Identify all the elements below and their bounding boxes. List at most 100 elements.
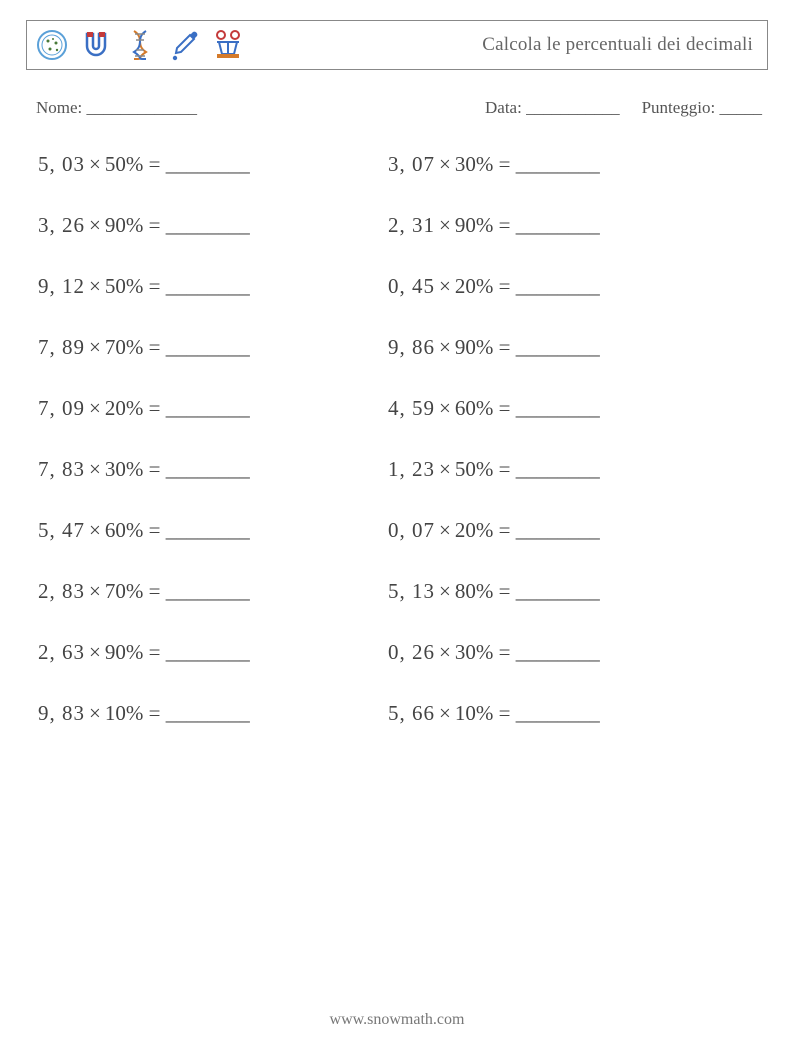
problem-decimal: 5, 13 (388, 579, 435, 603)
equals-sign: = (493, 457, 515, 481)
equals-sign: = (493, 335, 515, 359)
equals-sign: = (143, 640, 165, 664)
header-box: Calcola le percentuali dei decimali (26, 20, 768, 70)
problems-column-right: 3, 07 × 30% = ________ 2, 31 × 90% = ____… (388, 152, 738, 726)
multiply-symbol: × (85, 335, 105, 360)
answer-blank[interactable]: ________ (516, 518, 600, 542)
equals-sign: = (143, 457, 165, 481)
equals-sign: = (493, 701, 515, 725)
problem-row: 5, 66 × 10% = ________ (388, 701, 738, 726)
problem-decimal: 3, 07 (388, 152, 435, 176)
problem-row: 0, 45 × 20% = ________ (388, 274, 738, 299)
answer-blank[interactable]: ________ (516, 457, 600, 481)
problem-decimal: 5, 03 (38, 152, 85, 176)
multiply-symbol: × (435, 152, 455, 177)
answer-blank[interactable]: ________ (516, 640, 600, 664)
equals-sign: = (493, 274, 515, 298)
problem-decimal: 0, 26 (388, 640, 435, 664)
problem-percent: 50% (105, 274, 144, 298)
multiply-symbol: × (435, 640, 455, 665)
equals-sign: = (143, 152, 165, 176)
problem-decimal: 0, 45 (388, 274, 435, 298)
problem-decimal: 5, 66 (388, 701, 435, 725)
petri-dish-icon (35, 28, 69, 62)
equals-sign: = (143, 579, 165, 603)
problem-decimal: 2, 63 (38, 640, 85, 664)
problem-row: 9, 86 × 90% = ________ (388, 335, 738, 360)
multiply-symbol: × (435, 396, 455, 421)
problem-row: 2, 83 × 70% = ________ (38, 579, 388, 604)
problem-row: 3, 07 × 30% = ________ (388, 152, 738, 177)
answer-blank[interactable]: ________ (516, 335, 600, 359)
answer-blank[interactable]: ________ (166, 518, 250, 542)
problem-percent: 20% (455, 274, 494, 298)
answer-blank[interactable]: ________ (516, 152, 600, 176)
problem-percent: 20% (105, 396, 144, 420)
equals-sign: = (143, 518, 165, 542)
problem-decimal: 9, 83 (38, 701, 85, 725)
answer-blank[interactable]: ________ (166, 701, 250, 725)
name-field: Nome: _____________ (36, 98, 197, 118)
problem-decimal: 2, 31 (388, 213, 435, 237)
problem-decimal: 5, 47 (38, 518, 85, 542)
multiply-symbol: × (435, 701, 455, 726)
problem-decimal: 4, 59 (388, 396, 435, 420)
header-icons (35, 28, 245, 62)
multiply-symbol: × (435, 579, 455, 604)
answer-blank[interactable]: ________ (516, 579, 600, 603)
multiply-symbol: × (85, 274, 105, 299)
equals-sign: = (493, 518, 515, 542)
problems-column-left: 5, 03 × 50% = ________3, 26 × 90% = ____… (38, 152, 388, 726)
problem-percent: 60% (455, 396, 494, 420)
problem-row: 9, 83 × 10% = ________ (38, 701, 388, 726)
multiply-symbol: × (435, 213, 455, 238)
problem-row: 1, 23 × 50% = ________ (388, 457, 738, 482)
problem-percent: 70% (105, 335, 144, 359)
multiply-symbol: × (435, 274, 455, 299)
problem-row: 5, 13 × 80% = ________ (388, 579, 738, 604)
dna-icon (123, 28, 157, 62)
problem-percent: 10% (105, 701, 144, 725)
answer-blank[interactable]: ________ (166, 579, 250, 603)
problem-row: 0, 07 × 20% = ________ (388, 518, 738, 543)
equals-sign: = (143, 335, 165, 359)
problem-row: 0, 26 × 30% = ________ (388, 640, 738, 665)
answer-blank[interactable]: ________ (166, 457, 250, 481)
problem-percent: 90% (105, 213, 144, 237)
answer-blank[interactable]: ________ (166, 152, 250, 176)
dropper-icon (167, 28, 201, 62)
equals-sign: = (143, 213, 165, 237)
answer-blank[interactable]: ________ (166, 274, 250, 298)
answer-blank[interactable]: ________ (516, 274, 600, 298)
problem-percent: 80% (455, 579, 494, 603)
problem-row: 5, 03 × 50% = ________ (38, 152, 388, 177)
answer-blank[interactable]: ________ (166, 213, 250, 237)
multiply-symbol: × (85, 396, 105, 421)
problem-percent: 30% (455, 640, 494, 664)
multiply-symbol: × (85, 701, 105, 726)
multiply-symbol: × (85, 579, 105, 604)
problem-decimal: 7, 09 (38, 396, 85, 420)
multiply-symbol: × (85, 152, 105, 177)
answer-blank[interactable]: ________ (516, 213, 600, 237)
problems-grid: 5, 03 × 50% = ________3, 26 × 90% = ____… (26, 152, 768, 726)
problem-percent: 70% (105, 579, 144, 603)
answer-blank[interactable]: ________ (166, 335, 250, 359)
answer-blank[interactable]: ________ (516, 701, 600, 725)
footer-url: www.snowmath.com (0, 1011, 794, 1029)
answer-blank[interactable]: ________ (166, 396, 250, 420)
multiply-symbol: × (85, 640, 105, 665)
answer-blank[interactable]: ________ (516, 396, 600, 420)
balance-scale-icon (211, 28, 245, 62)
equals-sign: = (493, 213, 515, 237)
magnet-icon (79, 28, 113, 62)
meta-row: Nome: _____________ Data: ___________ Pu… (26, 98, 768, 118)
worksheet-title: Calcola le percentuali dei decimali (482, 34, 753, 56)
equals-sign: = (143, 701, 165, 725)
problem-percent: 90% (455, 213, 494, 237)
problem-percent: 60% (105, 518, 144, 542)
problem-percent: 30% (105, 457, 144, 481)
problem-row: 7, 83 × 30% = ________ (38, 457, 388, 482)
problem-decimal: 7, 83 (38, 457, 85, 481)
answer-blank[interactable]: ________ (166, 640, 250, 664)
